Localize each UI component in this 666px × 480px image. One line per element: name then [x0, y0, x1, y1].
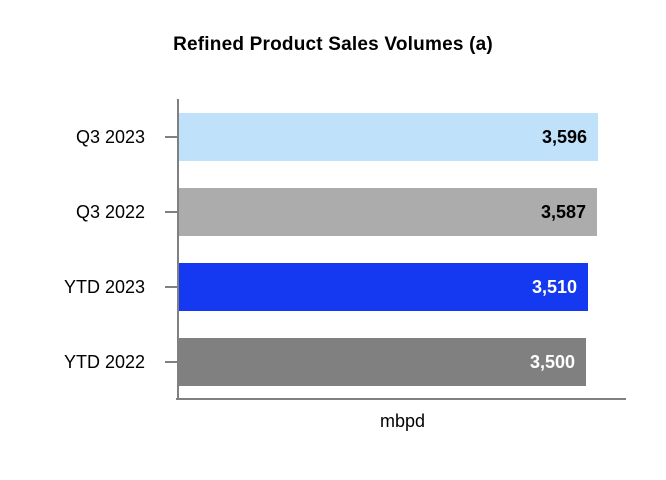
bar: 3,500 — [179, 338, 586, 386]
tick-mark — [165, 361, 177, 363]
chart-row: Q3 2022 3,587 — [0, 188, 666, 236]
tick-mark — [165, 211, 177, 213]
tick-mark — [165, 136, 177, 138]
category-label: YTD 2023 — [63, 277, 145, 297]
bar-value-label: 3,596 — [541, 126, 587, 147]
bar: 3,510 — [179, 263, 588, 311]
bar-value-label: 3,500 — [529, 351, 575, 372]
bar: 3,596 — [179, 113, 598, 161]
chart-title: Refined Product Sales Volumes (a) — [173, 34, 493, 55]
chart-row: YTD 2023 3,510 — [0, 263, 666, 311]
category-label: Q3 2022 — [75, 202, 145, 222]
category-label: Q3 2023 — [75, 127, 145, 147]
y-axis-line — [177, 99, 179, 400]
chart-row: YTD 2022 3,500 — [0, 338, 666, 386]
bar-value-label: 3,587 — [540, 201, 586, 222]
category-label: YTD 2022 — [63, 352, 145, 372]
x-axis-title: mbpd — [379, 411, 426, 431]
x-axis-line — [176, 398, 626, 400]
tick-mark — [165, 286, 177, 288]
bar: 3,587 — [179, 188, 597, 236]
bar-value-label: 3,510 — [531, 276, 577, 297]
chart-row: Q3 2023 3,596 — [0, 113, 666, 161]
